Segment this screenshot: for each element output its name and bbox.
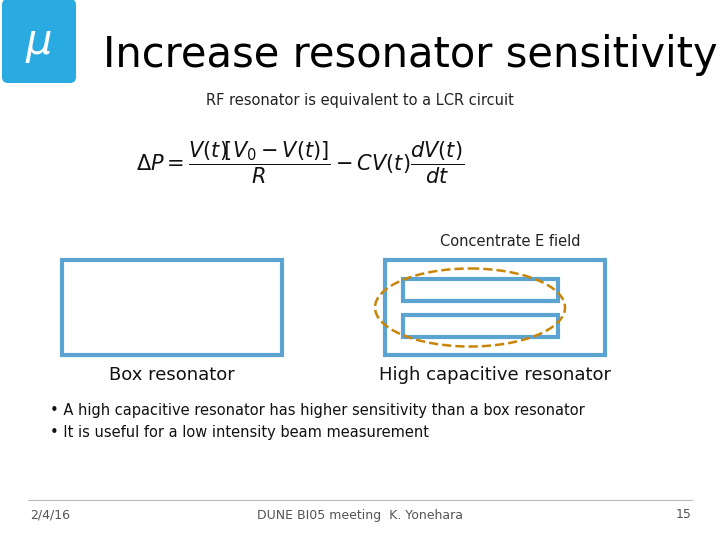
Text: • A high capacitive resonator has higher sensitivity than a box resonator: • A high capacitive resonator has higher… bbox=[50, 402, 585, 417]
Text: Box resonator: Box resonator bbox=[109, 366, 235, 384]
Text: $\mu$: $\mu$ bbox=[25, 23, 53, 65]
Text: $\Delta P = \dfrac{V(t)\!\left[V_0 - V(t)\right]}{R} - CV(t)\dfrac{dV(t)}{dt}$: $\Delta P = \dfrac{V(t)\!\left[V_0 - V(t… bbox=[136, 140, 464, 186]
Text: 15: 15 bbox=[676, 509, 692, 522]
Bar bbox=[403, 279, 558, 300]
Bar bbox=[62, 260, 282, 355]
FancyBboxPatch shape bbox=[2, 0, 76, 83]
Text: Concentrate E field: Concentrate E field bbox=[440, 234, 580, 249]
Text: Increase resonator sensitivity: Increase resonator sensitivity bbox=[103, 34, 717, 76]
Text: RF resonator is equivalent to a LCR circuit: RF resonator is equivalent to a LCR circ… bbox=[206, 92, 514, 107]
Bar bbox=[403, 314, 558, 336]
Text: DUNE BI05 meeting  K. Yonehara: DUNE BI05 meeting K. Yonehara bbox=[257, 509, 463, 522]
Bar bbox=[385, 260, 605, 355]
Text: High capacitive resonator: High capacitive resonator bbox=[379, 366, 611, 384]
Text: 2/4/16: 2/4/16 bbox=[30, 509, 70, 522]
Text: • It is useful for a low intensity beam measurement: • It is useful for a low intensity beam … bbox=[50, 424, 429, 440]
